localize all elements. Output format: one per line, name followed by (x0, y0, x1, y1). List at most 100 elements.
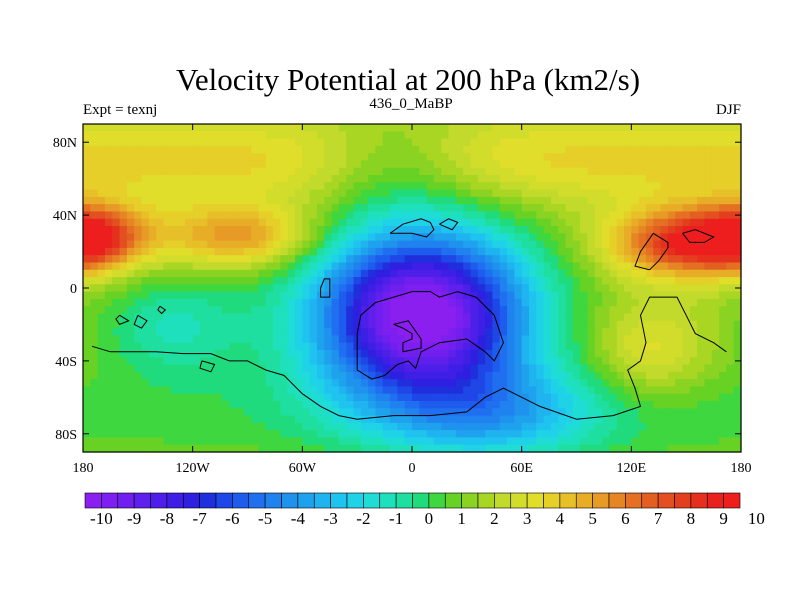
field-cell (309, 255, 318, 264)
field-cell (448, 218, 457, 227)
field-cell (565, 328, 574, 336)
field-cell (441, 182, 450, 191)
field-cell (609, 247, 618, 256)
field-cell (243, 160, 252, 169)
field-cell (426, 444, 435, 453)
field-cell (507, 145, 515, 154)
field-cell (170, 430, 179, 439)
field-cell (441, 131, 450, 140)
field-cell (667, 364, 676, 373)
y-tick-label: 0 (70, 282, 77, 297)
field-cell (550, 408, 559, 417)
field-cell (726, 408, 735, 417)
field-cell (83, 240, 91, 249)
field-cell (499, 233, 508, 242)
field-cell (536, 342, 545, 351)
field-cell (609, 131, 618, 140)
field-cell (148, 189, 157, 198)
field-cell (375, 364, 384, 373)
field-cell (83, 204, 91, 213)
field-cell (448, 313, 457, 322)
field-cell (528, 153, 537, 162)
field-cell (360, 211, 369, 220)
field-cell (638, 379, 647, 387)
field-cell (258, 400, 267, 409)
field-cell (119, 277, 128, 285)
field-cell (543, 160, 552, 169)
field-cell (316, 175, 325, 183)
field-cell (273, 240, 281, 249)
field-cell (346, 247, 355, 256)
field-cell (97, 430, 106, 439)
field-cell (170, 357, 179, 366)
field-cell (441, 233, 450, 242)
field-cell (682, 379, 691, 387)
field-cell (375, 320, 384, 329)
field-cell (375, 291, 384, 300)
field-cell (397, 313, 406, 322)
field-cell (521, 415, 530, 424)
field-cell (360, 306, 369, 315)
field-cell (375, 437, 384, 446)
field-cell (704, 422, 713, 431)
field-cell (711, 313, 720, 322)
x-tick-label: 120E (617, 461, 647, 476)
field-cell (463, 196, 472, 205)
field-cell (492, 189, 501, 198)
field-cell (170, 160, 179, 169)
field-cell (178, 247, 186, 256)
field-cell (616, 240, 625, 249)
field-cell (733, 298, 742, 307)
field-cell (287, 422, 296, 431)
field-cell (338, 247, 347, 256)
field-cell (390, 167, 398, 176)
field-cell (682, 226, 691, 234)
colorbar-swatch (133, 492, 151, 509)
field-cell (514, 291, 523, 300)
field-cell (170, 422, 179, 431)
field-cell (675, 226, 684, 234)
field-cell (602, 138, 610, 147)
field-cell (360, 189, 369, 198)
field-cell (346, 240, 355, 249)
field-cell (214, 415, 223, 424)
field-cell (550, 138, 559, 147)
field-cell (331, 328, 340, 336)
field-cell (631, 437, 640, 446)
field-cell (441, 444, 450, 453)
field-cell (265, 335, 274, 344)
field-cell (229, 400, 238, 409)
field-cell (346, 211, 355, 220)
field-cell (565, 400, 574, 409)
field-cell (163, 408, 172, 417)
field-cell (426, 335, 435, 344)
field-cell (558, 124, 567, 132)
field-cell (507, 386, 515, 395)
field-cell (485, 138, 494, 147)
field-cell (558, 153, 567, 162)
field-cell (368, 189, 377, 198)
field-cell (448, 233, 457, 242)
field-cell (565, 262, 574, 271)
field-cell (185, 430, 194, 439)
field-cell (624, 444, 632, 453)
field-cell (704, 247, 713, 256)
field-cell (324, 291, 333, 300)
field-cell (448, 160, 457, 169)
field-cell (141, 437, 150, 446)
field-cell (477, 196, 486, 205)
colorbar-swatch (526, 492, 544, 509)
field-cell (265, 284, 274, 293)
field-cell (346, 189, 355, 198)
field-cell (682, 167, 691, 176)
field-cell (689, 291, 698, 300)
field-cell (704, 400, 713, 409)
field-cell (141, 182, 150, 191)
field-cell (492, 218, 501, 227)
field-cell (609, 255, 618, 264)
field-cell (273, 408, 281, 417)
field-cell (470, 400, 479, 409)
field-cell (572, 298, 581, 307)
field-cell (243, 196, 252, 205)
